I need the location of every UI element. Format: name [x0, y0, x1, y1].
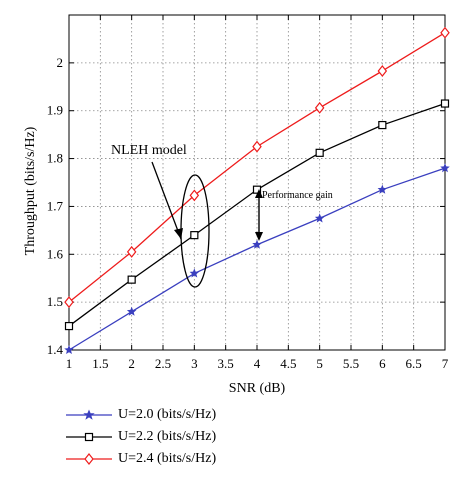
legend-item-u-2-2: U=2.2 (bits/s/Hz)	[62, 426, 216, 448]
data-point-diamond	[64, 296, 74, 309]
y-tick-label: 1.7	[47, 198, 64, 213]
data-point-diamond	[189, 189, 200, 202]
y-tick-label: 1.9	[47, 103, 63, 118]
y-axis-label: Throughput (bits/s/Hz)	[23, 126, 38, 255]
square-marker-icon	[66, 432, 112, 442]
data-point-diamond	[440, 26, 450, 39]
data-point-square	[127, 275, 136, 284]
data-point-diamond	[314, 101, 325, 114]
series-layer	[64, 26, 450, 355]
data-point-star	[189, 268, 200, 278]
x-tick-label: 5	[316, 356, 323, 371]
x-tick-label: 1	[66, 356, 73, 371]
star-marker-icon	[66, 409, 112, 420]
data-point-star	[126, 306, 137, 316]
performance-gain-arrowhead-top	[255, 189, 263, 198]
x-tick-label: 4.5	[280, 356, 296, 371]
x-tick-label: 6	[379, 356, 386, 371]
data-point-star	[64, 345, 74, 355]
y-tick-label: 1.5	[47, 294, 63, 309]
data-point-diamond	[126, 245, 137, 258]
legend-item-u-2-0: U=2.0 (bits/s/Hz)	[62, 404, 216, 426]
data-point-star	[252, 239, 262, 249]
annotation-layer: NLEH model Performance gain	[111, 143, 333, 288]
data-point-square	[378, 120, 387, 130]
legend-item-u-2-4: U=2.4 (bits/s/Hz)	[62, 448, 216, 470]
y-tick-label: 1.8	[47, 151, 63, 166]
nleh-model-arrowhead	[174, 228, 183, 239]
legend-label-u-2-4: U=2.4 (bits/s/Hz)	[118, 451, 217, 466]
data-point-diamond	[252, 140, 262, 153]
legend: U=2.0 (bits/s/Hz) U=2.2 (bits/s/Hz) U=2.…	[62, 404, 216, 470]
grid-lines	[68, 15, 446, 351]
diamond-marker-icon	[66, 453, 112, 465]
data-point-star	[440, 163, 450, 173]
y-tick-label: 1.4	[47, 342, 64, 357]
data-point-square	[190, 231, 199, 240]
x-tick-label: 5.5	[343, 356, 359, 371]
series-3	[64, 26, 450, 309]
x-axis-ticks: 1 1.5 2 2.5 3 3.5 4 4.5 5 5.5 6 6.5 7	[66, 15, 449, 371]
nleh-model-pointer	[151, 161, 182, 240]
legend-label-u-2-2: U=2.2 (bits/s/Hz)	[118, 429, 217, 444]
y-tick-label: 2	[57, 55, 64, 70]
performance-gain-label: Performance gain	[262, 190, 333, 201]
x-tick-label: 1.5	[92, 356, 108, 371]
x-tick-label: 2.5	[155, 356, 171, 371]
y-axis-ticks: 1.4 1.5 1.6 1.7 1.8 1.9 2	[47, 55, 445, 357]
data-point-diamond	[377, 65, 388, 77]
series-2	[64, 99, 450, 331]
x-tick-label: 2	[128, 356, 135, 371]
data-point-star	[314, 213, 325, 223]
legend-label-u-2-0: U=2.0 (bits/s/Hz)	[118, 407, 217, 422]
x-tick-label: 3.5	[218, 356, 234, 371]
x-axis-label: SNR (dB)	[229, 381, 286, 396]
x-tick-label: 3	[191, 356, 198, 371]
series-1	[64, 163, 450, 355]
data-point-square	[64, 321, 74, 331]
performance-gain-arrowhead-bottom	[255, 232, 263, 241]
data-point-square	[440, 99, 450, 108]
series-line	[68, 102, 446, 327]
data-point-star	[377, 184, 388, 194]
x-tick-label: 4	[254, 356, 261, 371]
nleh-model-label: NLEH model	[111, 143, 187, 158]
x-tick-label: 6.5	[406, 356, 422, 371]
throughput-chart: 1 1.5 2 2.5 3 3.5 4 4.5 5 5.5 6 6.5 7 1.41.51.61.71.…	[23, 14, 450, 396]
y-tick-label: 1.6	[47, 246, 64, 261]
x-tick-label: 7	[442, 356, 449, 371]
data-point-square	[315, 148, 324, 157]
data-point-square	[252, 185, 262, 194]
